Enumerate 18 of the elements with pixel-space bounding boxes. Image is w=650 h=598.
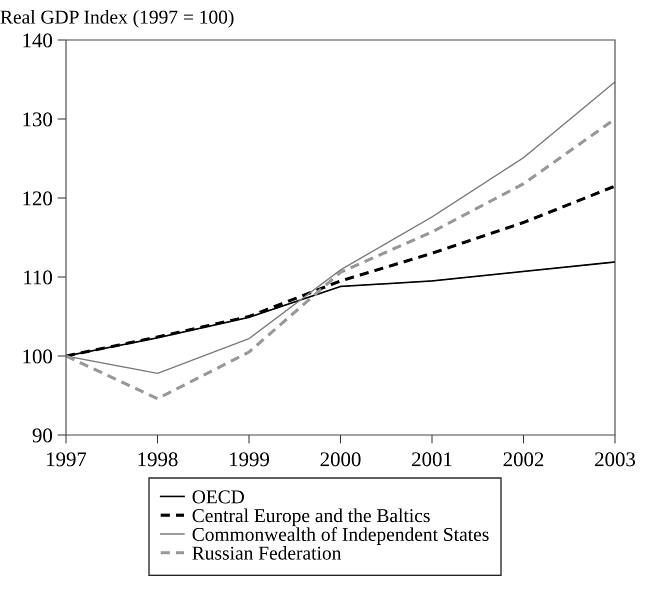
legend-label: Russian Federation <box>192 546 342 560</box>
x-tick-label: 1997 <box>47 452 86 466</box>
x-tick-label: 1999 <box>230 452 269 466</box>
y-tick-label: 90 <box>32 428 52 442</box>
legend-label: Commonwealth of Independent States <box>192 527 489 545</box>
x-tick-label: 1998 <box>138 452 178 466</box>
y-tick-label: 130 <box>23 112 52 126</box>
legend-label: OECD <box>192 490 244 504</box>
y-tick-label: 100 <box>23 349 52 364</box>
y-tick-label: 110 <box>24 270 52 284</box>
chart-title: Real GDP Index (1997 = 100) <box>0 10 234 28</box>
x-tick-label: 2002 <box>504 452 544 466</box>
x-tick-label: 2000 <box>320 452 361 466</box>
legend-label: Central Europe and the Baltics <box>192 508 430 526</box>
y-tick-label: 140 <box>23 33 52 48</box>
x-tick-label: 2001 <box>412 452 452 466</box>
x-tick-label: 2003 <box>595 452 636 466</box>
y-tick-label: 120 <box>23 191 52 206</box>
